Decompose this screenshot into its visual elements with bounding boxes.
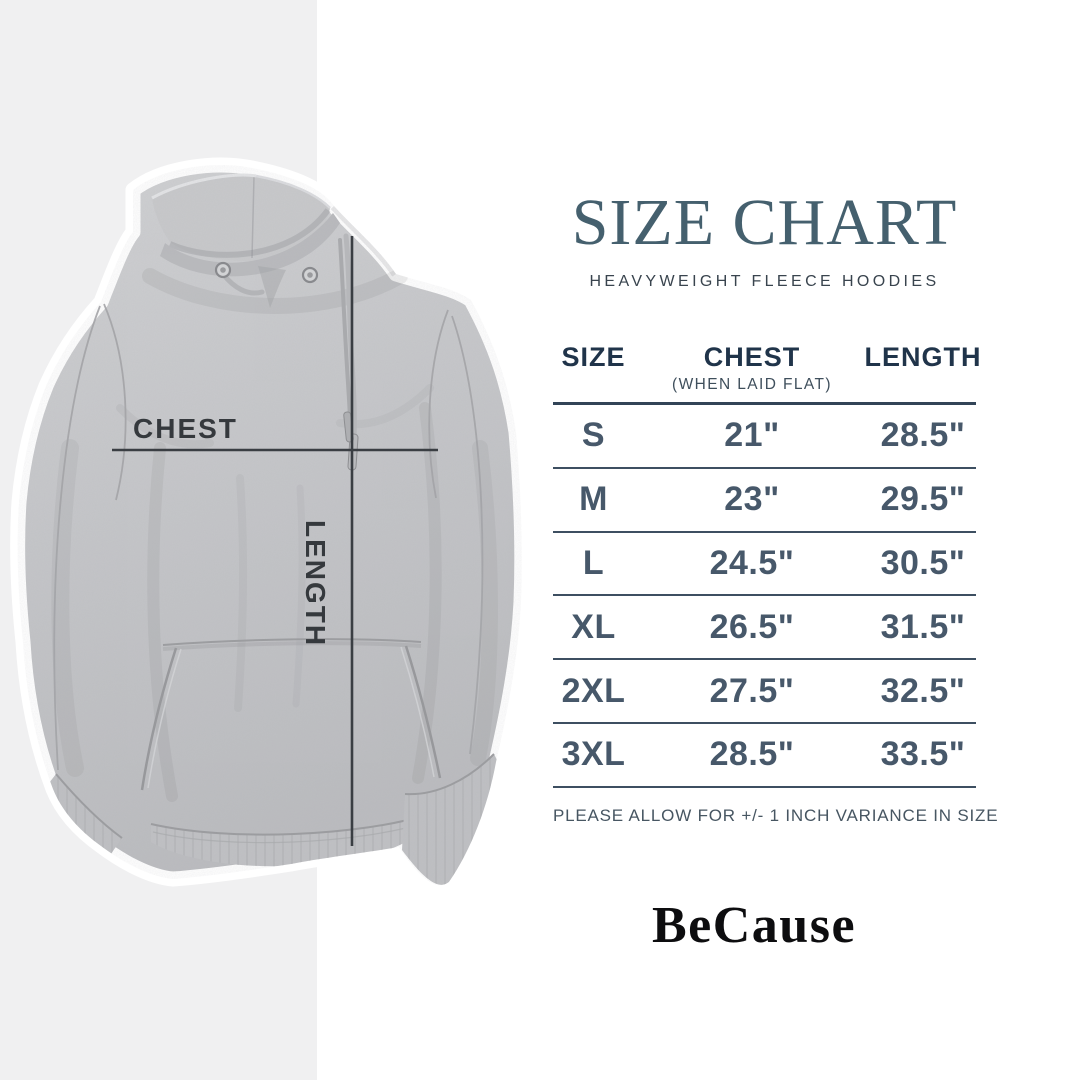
length-cell: 31.5" xyxy=(880,607,966,646)
table-row: L 24.5" 30.5" xyxy=(553,533,976,597)
size-cell: M xyxy=(579,480,608,519)
length-cell: 29.5" xyxy=(880,480,966,519)
size-cell: 2XL xyxy=(561,671,626,710)
column-header-length-label: LENGTH xyxy=(864,342,982,372)
chest-cell: 26.5" xyxy=(709,607,795,646)
size-cell: 3XL xyxy=(561,735,626,774)
size-table: SIZE CHEST (WHEN LAID FLAT) LENGTH S 21"… xyxy=(553,330,981,788)
chest-cell: 23" xyxy=(724,480,780,519)
column-header-chest-label: CHEST xyxy=(703,342,801,372)
length-cell: 28.5" xyxy=(880,416,966,455)
chest-cell: 24.5" xyxy=(709,543,795,582)
chest-cell: 27.5" xyxy=(709,671,795,710)
size-chart-subtitle: HEAVYWEIGHT FLEECE HOODIES xyxy=(589,273,940,290)
length-cell: 33.5" xyxy=(880,735,966,774)
size-chart-title: SIZE CHART xyxy=(571,186,958,259)
size-cell: XL xyxy=(571,607,616,646)
column-header-size: SIZE xyxy=(553,330,634,402)
chest-cell: 28.5" xyxy=(709,735,795,774)
chest-label: CHEST xyxy=(133,413,238,444)
column-subheader-chest: (WHEN LAID FLAT) xyxy=(672,376,832,393)
column-header-length: LENGTH xyxy=(865,330,981,402)
brand-logo: BeCause xyxy=(651,897,857,954)
drawstrings xyxy=(214,233,359,471)
column-header-chest: CHEST (WHEN LAID FLAT) xyxy=(634,330,870,402)
table-row: XL 26.5" 31.5" xyxy=(553,596,976,661)
table-row: 3XL 28.5" 33.5" xyxy=(553,724,976,788)
length-label: LENGTH xyxy=(300,520,331,647)
size-cell: L xyxy=(582,543,605,582)
table-row: M 23" 29.5" xyxy=(553,469,976,533)
table-row: 2XL 27.5" 32.5" xyxy=(553,660,976,724)
length-cell: 32.5" xyxy=(880,671,966,710)
length-cell: 30.5" xyxy=(880,543,966,582)
table-header-row: SIZE CHEST (WHEN LAID FLAT) LENGTH xyxy=(553,330,981,405)
hoodie-illustration: CHEST LENGTH xyxy=(10,157,530,893)
column-header-size-label: SIZE xyxy=(561,342,626,372)
chest-cell: 21" xyxy=(724,416,780,455)
hoodie-photo: CHEST LENGTH xyxy=(0,148,560,918)
size-cell: S xyxy=(581,416,606,455)
eyelets xyxy=(214,261,319,284)
table-row: S 21" 28.5" xyxy=(553,405,976,469)
variance-footnote: PLEASE ALLOW FOR +/- 1 INCH VARIANCE IN … xyxy=(553,806,999,825)
